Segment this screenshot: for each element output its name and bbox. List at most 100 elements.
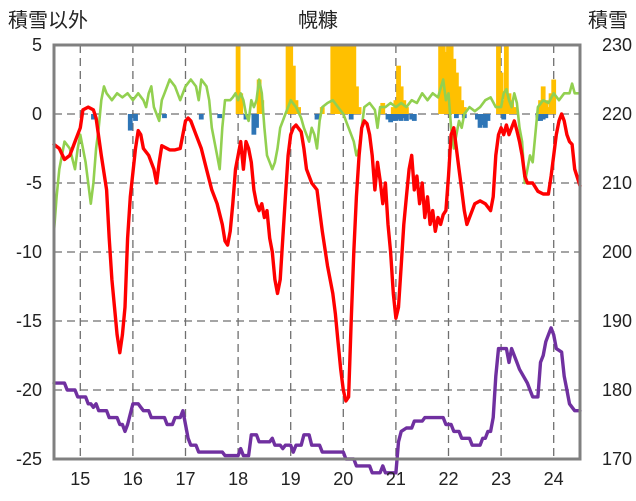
bar bbox=[393, 114, 399, 121]
bar bbox=[401, 114, 407, 119]
bar bbox=[461, 107, 467, 114]
bar bbox=[338, 45, 344, 114]
bar bbox=[456, 86, 462, 114]
bar bbox=[543, 114, 549, 119]
bar bbox=[254, 114, 259, 128]
y-tick-label: 0 bbox=[32, 104, 42, 124]
chart-title: 幌糠 bbox=[298, 8, 338, 32]
bar bbox=[91, 114, 96, 120]
x-tick-label: 17 bbox=[175, 469, 195, 489]
bar bbox=[396, 114, 401, 120]
y-right-tick-label: 210 bbox=[602, 173, 632, 193]
bar bbox=[459, 100, 465, 114]
bar bbox=[453, 114, 459, 119]
bar bbox=[396, 65, 401, 114]
bar bbox=[356, 107, 362, 114]
bar bbox=[453, 72, 459, 114]
bar bbox=[398, 86, 404, 114]
bar bbox=[133, 114, 138, 121]
x-tick-label: 24 bbox=[544, 469, 564, 489]
bar bbox=[335, 45, 341, 114]
bar bbox=[543, 100, 549, 114]
bar bbox=[546, 107, 551, 114]
bar bbox=[390, 107, 396, 114]
bar bbox=[385, 114, 391, 120]
bar bbox=[238, 93, 244, 114]
bar bbox=[409, 114, 415, 120]
series-line bbox=[52, 78, 582, 233]
x-tick-label: 20 bbox=[333, 469, 353, 489]
bar bbox=[348, 45, 354, 114]
bar bbox=[482, 114, 488, 128]
bar bbox=[496, 45, 501, 114]
bar bbox=[162, 114, 167, 119]
y-tick-label: -5 bbox=[26, 173, 42, 193]
bar bbox=[348, 114, 354, 120]
x-tick-label: 16 bbox=[123, 469, 143, 489]
bar bbox=[401, 100, 407, 114]
y-right-tick-label: 180 bbox=[602, 380, 632, 400]
bar bbox=[217, 114, 223, 119]
y-tick-label: -25 bbox=[16, 449, 42, 469]
bar bbox=[351, 45, 357, 114]
bar bbox=[343, 45, 349, 114]
line-series bbox=[52, 78, 582, 475]
x-tick-label: 21 bbox=[386, 469, 406, 489]
bar bbox=[443, 51, 449, 114]
bar bbox=[354, 86, 359, 114]
y-right-tick-label: 190 bbox=[602, 311, 632, 331]
bar bbox=[290, 65, 296, 114]
bar bbox=[235, 45, 241, 114]
bar bbox=[380, 102, 386, 114]
bar bbox=[451, 58, 457, 114]
bar bbox=[498, 72, 504, 114]
x-axis-ticks: 15 16 17 18 19 20 21 22 23 24 bbox=[70, 469, 563, 489]
bar bbox=[480, 114, 486, 126]
x-tick-label: 22 bbox=[438, 469, 458, 489]
bar bbox=[511, 107, 517, 114]
series-line bbox=[52, 326, 582, 475]
bar bbox=[448, 45, 454, 114]
bar bbox=[551, 79, 557, 114]
bar bbox=[333, 45, 338, 114]
bar bbox=[388, 114, 394, 123]
y-tick-label: -15 bbox=[16, 311, 42, 331]
bar bbox=[446, 45, 451, 114]
right-axis-title: 積雪 bbox=[588, 8, 628, 32]
bar bbox=[127, 114, 133, 131]
bar bbox=[198, 114, 204, 120]
y-right-tick-label: 230 bbox=[602, 35, 632, 55]
series-line bbox=[52, 105, 582, 403]
y-tick-label: -20 bbox=[16, 380, 42, 400]
bar bbox=[256, 79, 262, 114]
y-right-tick-label: 170 bbox=[602, 449, 632, 469]
x-tick-label: 18 bbox=[228, 469, 248, 489]
bar bbox=[285, 45, 291, 114]
bar bbox=[404, 107, 409, 114]
bar bbox=[503, 45, 509, 114]
bar bbox=[438, 45, 444, 114]
right-axis-ticks: 230 220 210 200 190 180 170 bbox=[602, 35, 632, 469]
x-tick-label: 15 bbox=[70, 469, 90, 489]
bar bbox=[314, 114, 320, 120]
bar bbox=[288, 45, 294, 114]
y-tick-label: 5 bbox=[32, 35, 42, 55]
y-tick-label: -10 bbox=[16, 242, 42, 262]
bar-series bbox=[91, 45, 557, 135]
bar bbox=[404, 114, 409, 121]
bar bbox=[540, 114, 546, 120]
bar bbox=[475, 114, 480, 120]
left-axis-title: 積雪以外 bbox=[8, 8, 88, 32]
y-right-tick-label: 220 bbox=[602, 104, 632, 124]
bar bbox=[330, 45, 336, 114]
bar bbox=[477, 114, 483, 128]
bar bbox=[538, 100, 543, 114]
bar bbox=[390, 114, 396, 121]
x-tick-label: 19 bbox=[281, 469, 301, 489]
bar bbox=[398, 114, 404, 121]
bar bbox=[346, 45, 351, 114]
bar bbox=[340, 45, 346, 114]
plot-frame bbox=[52, 43, 582, 461]
bar bbox=[251, 114, 257, 135]
